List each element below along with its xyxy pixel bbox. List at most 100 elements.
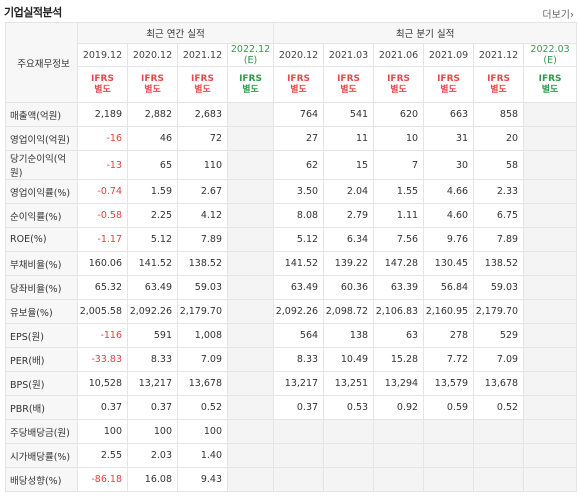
quarter-group-header: 최근 분기 실적: [273, 22, 578, 44]
table-cell: [473, 419, 525, 444]
ifrs-label: IFRS: [191, 73, 214, 84]
table-cell: -13: [77, 150, 128, 180]
table-cell: 7.56: [373, 227, 425, 252]
separate-label: 별도: [541, 84, 559, 95]
table-cell: 63: [373, 323, 425, 348]
ifrs-badge: IFRS 별도: [373, 66, 425, 103]
table-cell: -16: [77, 126, 128, 151]
table-cell: 663: [423, 102, 475, 127]
table-cell: 16.08: [127, 467, 178, 492]
table-cell: 2.79: [323, 203, 375, 228]
table-cell: 60.36: [323, 275, 375, 300]
table-cell: 20: [473, 126, 525, 151]
table-cell: 858: [473, 102, 525, 127]
table-cell: 541: [323, 102, 375, 127]
ifrs-label: IFRS: [91, 73, 114, 84]
chevron-right-icon: ›: [570, 10, 574, 21]
table-cell: 3.50: [273, 179, 325, 204]
table-cell: 2.55: [77, 443, 128, 468]
table-row: 당좌비율(%) 65.32 63.49 59.03 63.49 60.36 63.39 56.…: [5, 275, 578, 300]
table-cell: 13,678: [177, 371, 228, 396]
table-cell: 2,882: [127, 102, 178, 127]
table-cell: 27: [273, 126, 325, 151]
row-label: 시가배당률(%): [5, 443, 78, 468]
ifrs-label: IFRS: [487, 73, 510, 84]
separate-label: 별도: [94, 84, 111, 95]
table-cell: [373, 419, 425, 444]
table-cell: [323, 443, 375, 468]
table-cell: 7.09: [473, 347, 525, 372]
table-cell: 72: [177, 126, 228, 151]
period-label: 2020.12: [278, 49, 319, 61]
table-cell: 6.34: [323, 227, 375, 252]
table-cell: 2,106.83: [373, 299, 425, 324]
ifrs-label: IFRS: [239, 73, 262, 84]
more-link[interactable]: 더보기›: [542, 6, 574, 21]
table-cell: 2,092.26: [273, 299, 325, 324]
table-cell: [373, 467, 425, 492]
section-title: 기업실적분석: [4, 6, 62, 19]
separate-label: 별도: [340, 84, 357, 95]
table-cell: 31: [423, 126, 475, 151]
table-cell: 0.53: [323, 395, 375, 420]
table-cell: 13,579: [423, 371, 475, 396]
table-cell: 6.75: [473, 203, 525, 228]
ifrs-label: IFRS: [538, 73, 562, 84]
table-cell: 160.06: [77, 251, 128, 276]
period-label: 2021.09: [428, 49, 469, 61]
row-label: 부채비율(%): [5, 251, 78, 276]
ifrs-badge: IFRS 별도: [273, 66, 325, 103]
table-cell: [323, 467, 375, 492]
period-label: 2021.12: [478, 49, 519, 61]
ifrs-badge: IFRS 별도: [127, 66, 178, 103]
table-cell: [273, 443, 325, 468]
table-cell: [523, 227, 578, 252]
period-header: 2020.12: [127, 43, 178, 67]
table-cell: [273, 419, 325, 444]
ifrs-badge: IFRS 별도: [77, 66, 128, 103]
table-cell: 620: [373, 102, 425, 127]
separate-label: 별도: [242, 84, 259, 95]
table-cell: [423, 419, 475, 444]
table-row: BPS(원) 10,528 13,217 13,678 13,217 13,251 13,2…: [5, 371, 578, 396]
table-cell: 63.49: [273, 275, 325, 300]
table-cell: 1.40: [177, 443, 228, 468]
table-cell: 0.37: [127, 395, 178, 420]
table-cell: 2,160.95: [423, 299, 475, 324]
period-header: 2022.03 (E): [523, 43, 578, 67]
ifrs-label: IFRS: [387, 73, 410, 84]
table-cell: -0.74: [77, 179, 128, 204]
table-cell: 65.32: [77, 275, 128, 300]
table-cell: 138.52: [473, 251, 525, 276]
row-label: EPS(원): [5, 323, 78, 348]
row-label: PBR(배): [5, 395, 78, 420]
table-cell: [226, 443, 275, 468]
period-label: 2021.06: [378, 49, 419, 61]
table-cell: [226, 102, 275, 127]
table-cell: 2,179.70: [177, 299, 228, 324]
table-cell: -1.17: [77, 227, 128, 252]
table-cell: 11: [323, 126, 375, 151]
table-cell: 2,683: [177, 102, 228, 127]
table-cell: 10,528: [77, 371, 128, 396]
ifrs-label: IFRS: [437, 73, 460, 84]
table-cell: 564: [273, 323, 325, 348]
table-cell: 4.66: [423, 179, 475, 204]
table-cell: 63.39: [373, 275, 425, 300]
table-cell: 141.52: [273, 251, 325, 276]
table-cell: [523, 102, 578, 127]
table-cell: 62: [273, 150, 325, 180]
table-cell: [473, 467, 525, 492]
table-cell: 0.52: [177, 395, 228, 420]
table-row: 시가배당률(%) 2.55 2.03 1.40: [5, 443, 578, 468]
table-cell: 100: [177, 419, 228, 444]
separate-label: 별도: [390, 84, 407, 95]
table-cell: 100: [77, 419, 128, 444]
table-cell: 110: [177, 150, 228, 180]
period-header: 2021.06: [373, 43, 425, 67]
period-header: 2019.12: [77, 43, 128, 67]
table-cell: 1.59: [127, 179, 178, 204]
row-label: 매출액(억원): [5, 102, 78, 127]
table-cell: 4.12: [177, 203, 228, 228]
separate-label: 별도: [194, 84, 211, 95]
